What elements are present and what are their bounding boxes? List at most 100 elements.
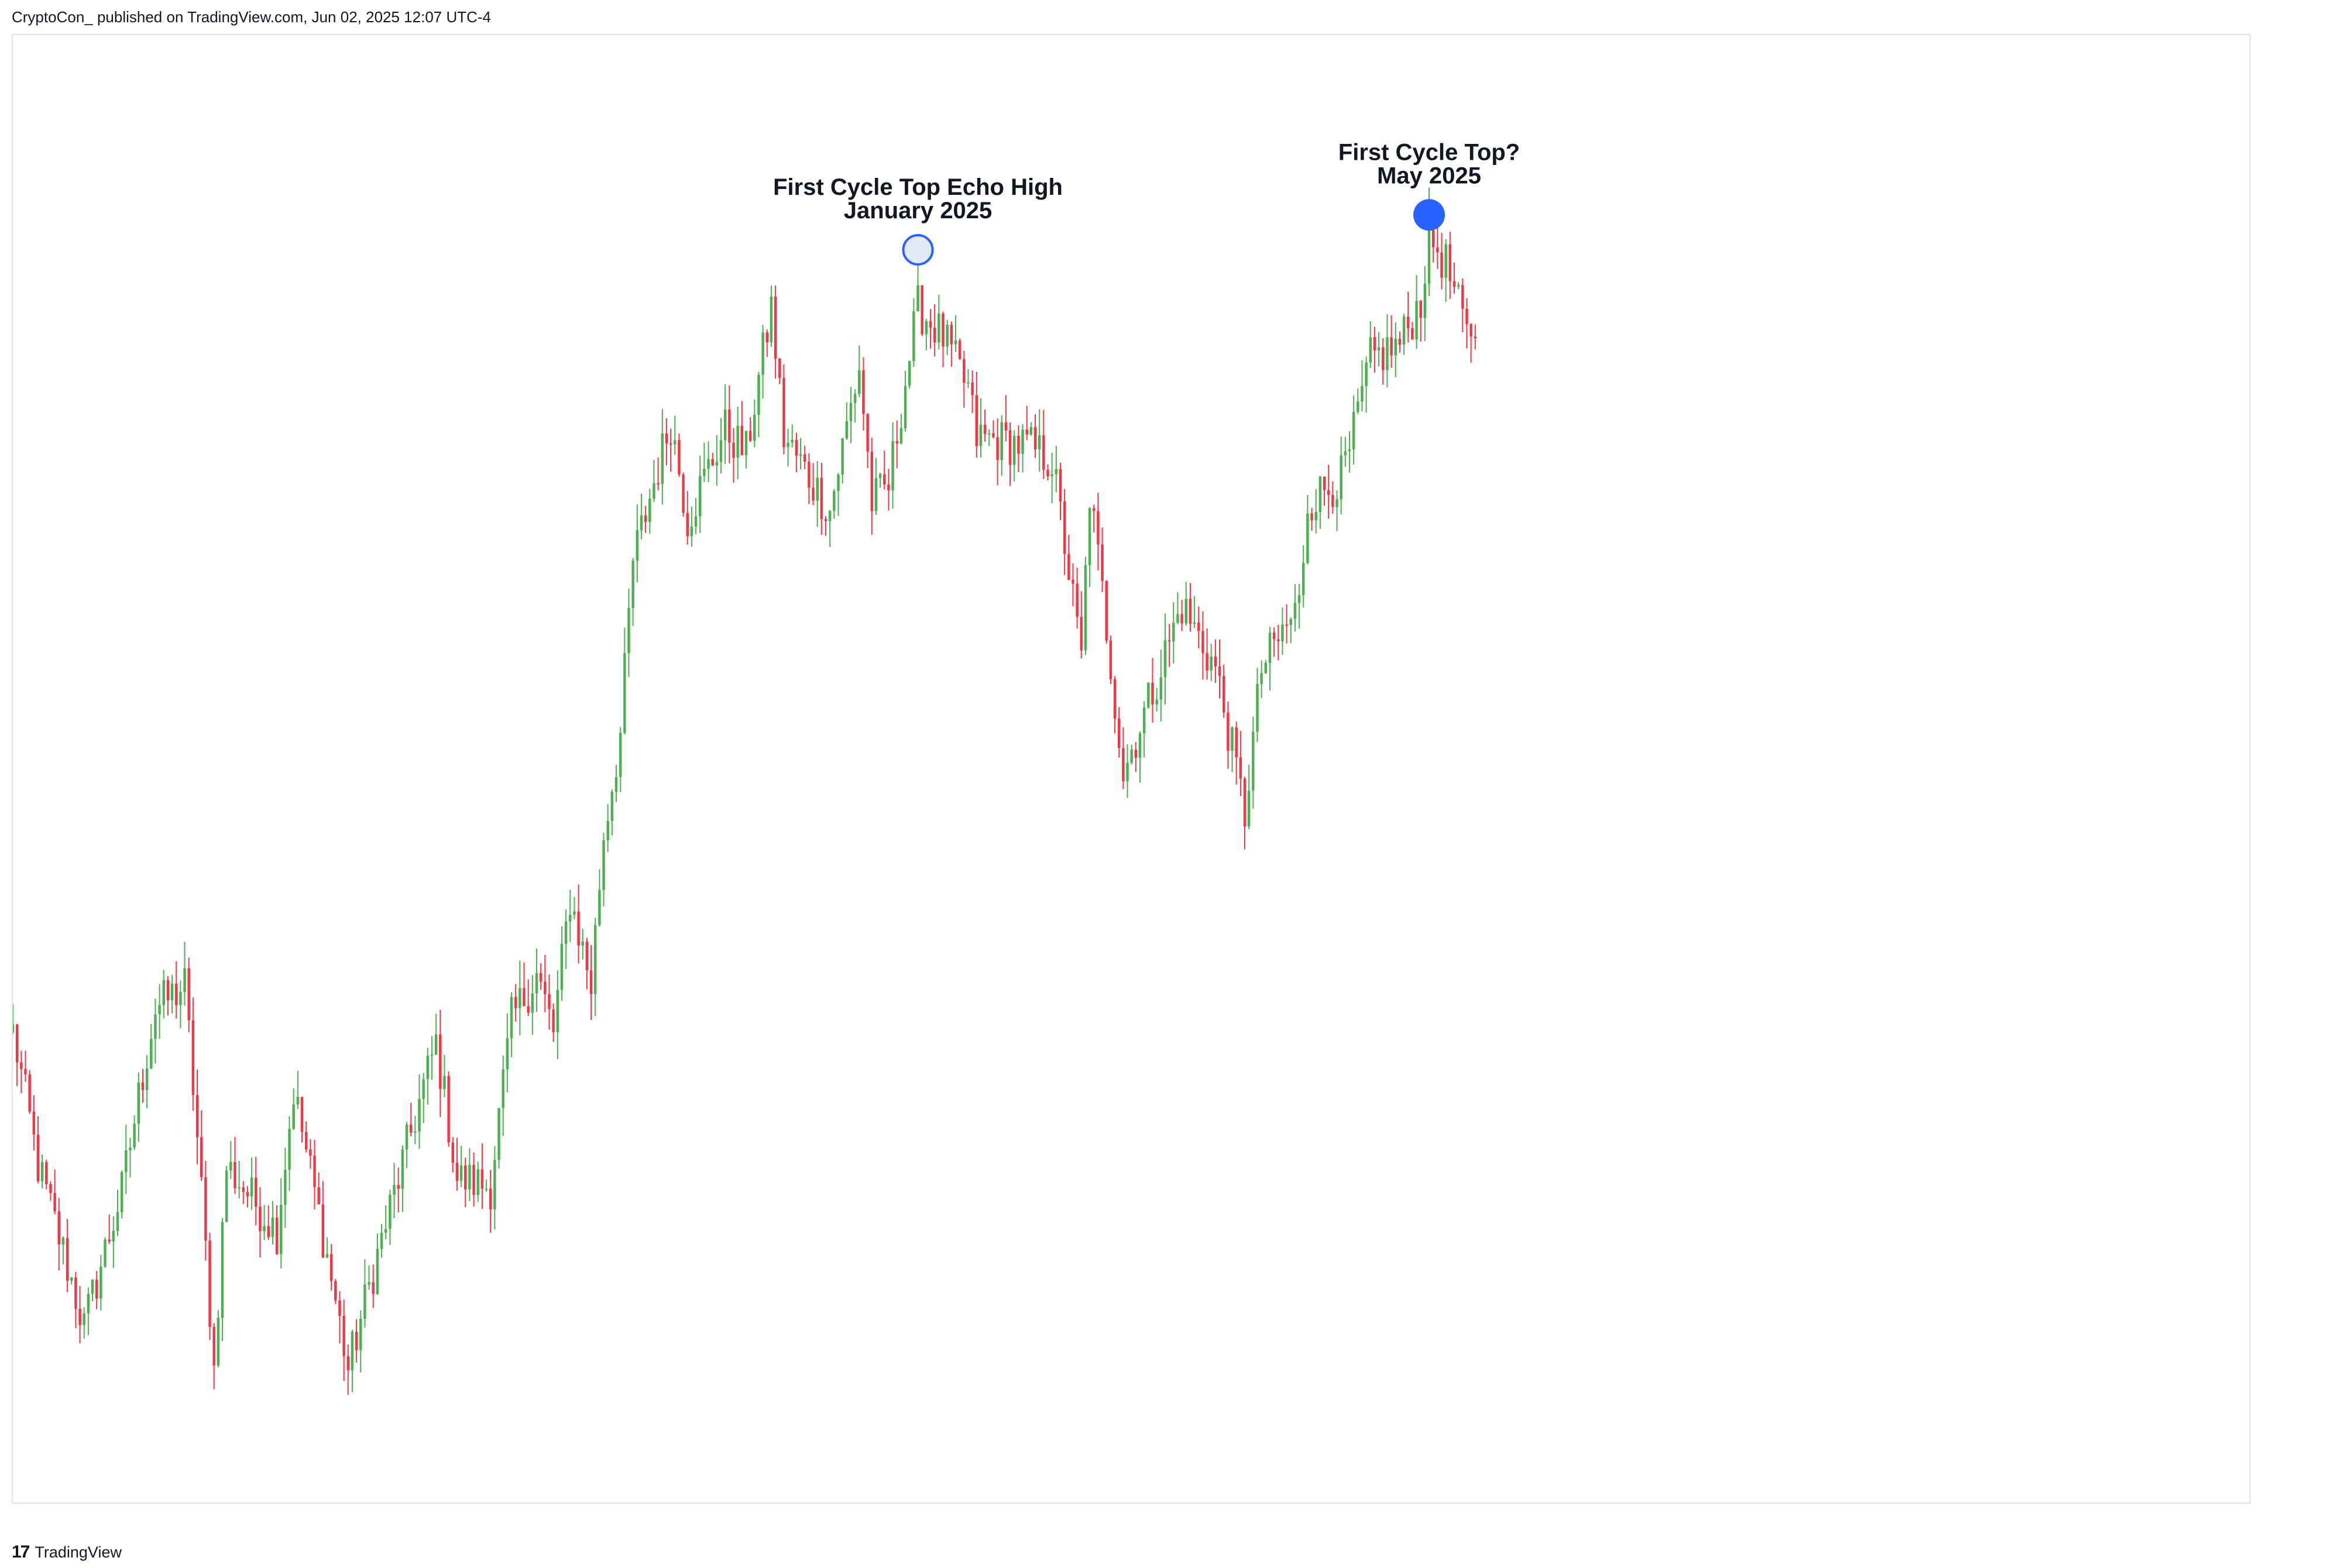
- candle: [820, 463, 823, 535]
- candle: [459, 1146, 463, 1188]
- candle: [816, 461, 819, 527]
- candle: [1386, 314, 1389, 388]
- candle: [954, 315, 957, 352]
- candle: [862, 357, 865, 431]
- candle: [162, 969, 165, 1019]
- candle: [1306, 494, 1309, 565]
- filled-circle-marker[interactable]: [1413, 199, 1445, 231]
- candle: [418, 1074, 421, 1149]
- candle: [280, 1178, 283, 1269]
- candle: [355, 1319, 358, 1363]
- candle: [430, 1036, 434, 1080]
- candle: [447, 1071, 450, 1147]
- candle: [1297, 583, 1301, 629]
- candle: [284, 1147, 287, 1228]
- candle: [1231, 726, 1234, 772]
- candle: [1193, 596, 1196, 628]
- candle: [1331, 481, 1334, 514]
- candle: [53, 1169, 56, 1215]
- candle: [795, 432, 798, 473]
- candle: [874, 458, 878, 515]
- candle: [133, 1115, 136, 1150]
- candle: [212, 1323, 215, 1390]
- annotation-text: First Cycle Top?: [1338, 139, 1520, 165]
- candle: [665, 418, 668, 466]
- price-chart[interactable]: USD122,000.00118,000.00114,000.00110,000…: [13, 35, 2250, 1502]
- candle: [489, 1170, 492, 1233]
- candle: [175, 961, 178, 1019]
- candle: [1327, 465, 1330, 519]
- candle: [610, 789, 614, 836]
- candle: [1268, 627, 1272, 690]
- candle: [1344, 436, 1347, 467]
- candle: [1000, 415, 1003, 476]
- candle: [1042, 410, 1045, 479]
- candle: [824, 516, 827, 536]
- candle: [715, 435, 719, 486]
- candle: [13, 1004, 15, 1034]
- candle: [104, 1237, 107, 1268]
- candle: [1050, 452, 1053, 504]
- candle: [255, 1157, 257, 1226]
- candle: [137, 1072, 140, 1142]
- candle: [753, 399, 756, 448]
- candle: [782, 364, 785, 455]
- candle: [1122, 727, 1125, 789]
- candle: [1411, 322, 1414, 340]
- candle: [1373, 326, 1376, 373]
- candle: [409, 1102, 413, 1137]
- candle: [891, 422, 894, 509]
- candle: [589, 945, 593, 1020]
- candle: [1130, 744, 1133, 765]
- candle: [1335, 490, 1338, 531]
- cycle-top-annotation[interactable]: First Cycle Top?May 2025: [1338, 139, 1520, 231]
- candle: [1440, 232, 1443, 290]
- candle: [187, 957, 190, 1033]
- candle: [921, 285, 923, 336]
- candle: [908, 360, 911, 389]
- candle: [443, 1054, 446, 1098]
- candle: [87, 1287, 90, 1336]
- candle: [778, 357, 781, 384]
- candle: [1210, 644, 1213, 682]
- candle: [208, 1232, 211, 1340]
- candle: [904, 371, 907, 432]
- candle: [1101, 527, 1104, 592]
- candle: [833, 489, 836, 519]
- candle: [929, 309, 932, 349]
- candle: [627, 589, 630, 678]
- candle: [40, 1154, 44, 1189]
- chart-frame: USD122,000.00118,000.00114,000.00110,000…: [12, 34, 2251, 1504]
- candle: [1097, 493, 1100, 570]
- candle: [393, 1163, 396, 1219]
- candle: [1138, 731, 1142, 783]
- candle: [1419, 300, 1422, 342]
- candle: [1264, 659, 1268, 675]
- candle: [837, 473, 840, 516]
- candle: [1369, 321, 1372, 369]
- candle: [263, 1205, 266, 1240]
- candle: [154, 998, 157, 1064]
- candle: [166, 976, 170, 1016]
- candle: [426, 1047, 430, 1105]
- candle: [1352, 396, 1355, 465]
- candle: [275, 1205, 279, 1255]
- annotation-text: January 2025: [844, 198, 993, 223]
- candle: [728, 385, 731, 463]
- candle: [787, 428, 789, 467]
- candle: [422, 1073, 425, 1123]
- candle: [1310, 507, 1313, 531]
- candle: [246, 1186, 249, 1208]
- candle: [765, 329, 769, 357]
- tradingview-logo[interactable]: 17 TradingView: [12, 1542, 122, 1562]
- candle: [523, 962, 526, 1007]
- candle: [548, 974, 551, 1030]
- candle: [535, 948, 538, 1012]
- candle: [950, 321, 953, 367]
- candle: [577, 884, 580, 964]
- candle: [1474, 324, 1477, 349]
- candle: [674, 415, 676, 455]
- hollow-circle-marker[interactable]: [902, 233, 934, 266]
